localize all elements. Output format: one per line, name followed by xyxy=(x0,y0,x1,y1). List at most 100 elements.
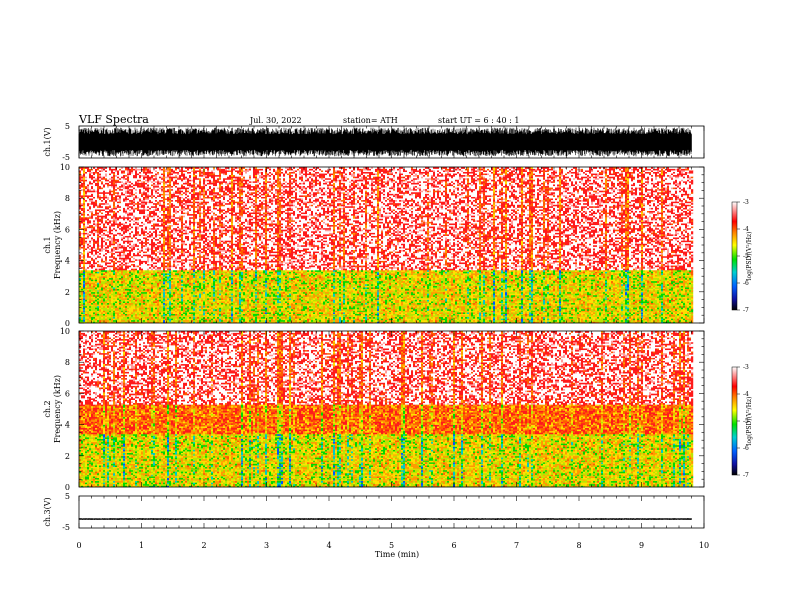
heat-cell xyxy=(549,320,551,322)
heat-cell xyxy=(185,320,187,322)
heat-cell xyxy=(369,320,371,322)
heat-cell xyxy=(337,320,339,322)
heat-cell xyxy=(583,320,585,322)
heat-cell xyxy=(297,320,299,322)
start-time-label: start UT = 6 : 40 : 1 xyxy=(438,116,519,125)
heat-cell xyxy=(559,320,561,322)
heat-cell xyxy=(167,320,169,322)
heat-cell xyxy=(361,320,363,322)
heat-cell xyxy=(629,320,631,322)
heat-cell xyxy=(271,320,273,322)
heat-cell xyxy=(421,320,423,322)
heat-cell xyxy=(357,320,359,322)
heat-cell xyxy=(381,320,383,322)
heat-cell xyxy=(585,320,587,322)
heat-cell xyxy=(373,320,375,322)
heat-cell xyxy=(525,320,527,322)
heat-cell xyxy=(207,320,209,322)
heat-cell xyxy=(259,320,261,322)
heat-cell xyxy=(507,320,509,322)
heat-cell xyxy=(99,320,101,322)
figure-title: VLF Spectra xyxy=(78,113,149,126)
heat-cell xyxy=(221,320,223,322)
heat-cell xyxy=(511,320,513,322)
heat-cell xyxy=(489,320,491,322)
heat-cell xyxy=(249,320,251,322)
heat-cell xyxy=(571,320,573,322)
heat-cell xyxy=(257,320,259,322)
heat-cell xyxy=(665,320,667,322)
heat-cell xyxy=(213,320,215,322)
heat-cell xyxy=(531,320,533,322)
heat-cell xyxy=(313,320,315,322)
heat-cell xyxy=(105,320,107,322)
heat-cell xyxy=(633,320,635,322)
heat-cell xyxy=(573,320,575,322)
heat-cell xyxy=(605,320,607,322)
heat-cell xyxy=(263,320,265,322)
heat-cell xyxy=(131,320,133,322)
heat-cell xyxy=(333,320,335,322)
heat-cell xyxy=(529,320,531,322)
heat-cell xyxy=(151,320,153,322)
heat-cell xyxy=(431,320,433,322)
heat-cell xyxy=(497,320,499,322)
heat-cell xyxy=(145,320,147,322)
heat-cell xyxy=(315,320,317,322)
heat-cell xyxy=(481,320,483,322)
heat-cell xyxy=(81,320,83,322)
heat-cell xyxy=(269,320,271,322)
heat-cell xyxy=(289,320,291,322)
heat-cell xyxy=(593,320,595,322)
waveform-line xyxy=(79,128,692,157)
heat-cell xyxy=(133,320,135,322)
heat-cell xyxy=(197,320,199,322)
heat-cell xyxy=(243,320,245,322)
heat-cell xyxy=(375,320,377,322)
heat-cell xyxy=(475,320,477,322)
heat-cell xyxy=(645,320,647,322)
heat-cell xyxy=(429,320,431,322)
heat-cell xyxy=(505,320,507,322)
heat-cell xyxy=(209,320,211,322)
heat-cell xyxy=(83,320,85,322)
heat-cell xyxy=(493,320,495,322)
heat-cell xyxy=(311,320,313,322)
heat-cell xyxy=(469,320,471,322)
heat-cell xyxy=(587,320,589,322)
heat-cell xyxy=(379,320,381,322)
heat-cell xyxy=(119,320,121,322)
heat-cell xyxy=(409,320,411,322)
heat-cell xyxy=(179,320,181,322)
heat-cell xyxy=(149,320,151,322)
heat-cell xyxy=(265,320,267,322)
heat-cell xyxy=(225,320,227,322)
heat-cell xyxy=(405,320,407,322)
heat-cell xyxy=(365,320,367,322)
heat-cell xyxy=(109,320,111,322)
heat-cell xyxy=(295,320,297,322)
heat-cell xyxy=(581,320,583,322)
heat-cell xyxy=(219,320,221,322)
heat-cell xyxy=(317,320,319,322)
heat-cell xyxy=(161,320,163,322)
heat-cell xyxy=(621,320,623,322)
heat-cell xyxy=(589,320,591,322)
heat-cell xyxy=(273,320,275,322)
heat-cell xyxy=(255,320,257,322)
heat-cell xyxy=(335,320,337,322)
heat-cell xyxy=(111,320,113,322)
heat-cell xyxy=(113,320,115,322)
heat-cell xyxy=(385,320,387,322)
heat-cell xyxy=(229,320,231,322)
heat-cell xyxy=(135,320,137,322)
heat-cell xyxy=(117,320,119,322)
heat-cell xyxy=(355,320,357,322)
heat-cell xyxy=(565,320,567,322)
heat-cell xyxy=(307,320,309,322)
heat-cell xyxy=(299,320,301,322)
heat-cell xyxy=(347,320,349,322)
heat-cell xyxy=(305,320,307,322)
heat-cell xyxy=(473,320,475,322)
